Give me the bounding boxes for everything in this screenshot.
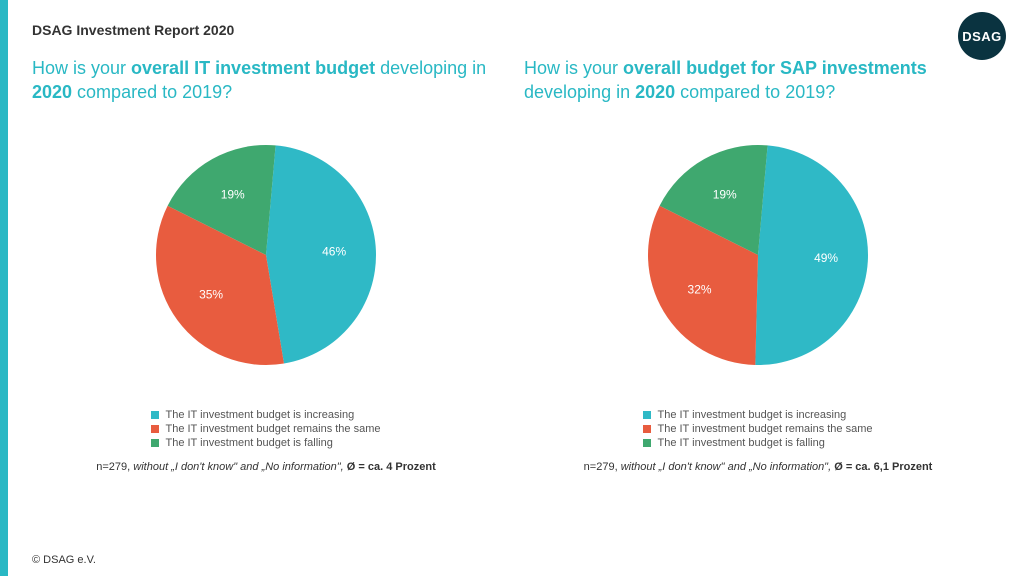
legend-swatch [643, 439, 651, 447]
charts-row: How is your overall IT investment budget… [32, 56, 992, 473]
accent-side-stripe [0, 0, 8, 576]
copyright-text: © DSAG e.V. [32, 554, 96, 566]
chart-legend: The IT investment budget is increasing Th… [643, 407, 872, 451]
legend-label: The IT investment budget is falling [657, 437, 824, 449]
legend-label: The IT investment budget is increasing [657, 409, 846, 421]
footnote-italic: without „I don't know" and „No informati… [621, 461, 835, 473]
pie-slice-label: 19% [221, 187, 245, 201]
chart-title: How is your overall IT investment budget… [32, 56, 500, 105]
legend-label: The IT investment budget remains the sam… [657, 423, 872, 435]
pie-slice-label: 35% [199, 287, 223, 301]
pie-chart: 49% 32% 19% [524, 115, 992, 395]
title-bold: 2020 [32, 82, 72, 102]
legend-swatch [151, 439, 159, 447]
chart-title: How is your overall budget for SAP inves… [524, 56, 992, 105]
legend-item: The IT investment budget is increasing [643, 409, 872, 421]
chart-legend: The IT investment budget is increasing Th… [151, 407, 380, 451]
legend-swatch [643, 425, 651, 433]
legend-label: The IT investment budget remains the sam… [165, 423, 380, 435]
legend-item: The IT investment budget remains the sam… [643, 423, 872, 435]
footnote-bold: Ø = ca. 6,1 Prozent [834, 461, 932, 473]
legend-swatch [151, 425, 159, 433]
logo-text: DSAG [962, 29, 1002, 44]
pie-slice [266, 145, 376, 363]
title-text: developing in [524, 82, 635, 102]
pie-slice-label: 49% [814, 251, 838, 265]
chart-column: How is your overall IT investment budget… [32, 56, 500, 473]
pie-slice-label: 19% [713, 187, 737, 201]
title-bold: 2020 [635, 82, 675, 102]
title-text: How is your [32, 58, 131, 78]
legend-item: The IT investment budget is falling [643, 437, 872, 449]
pie-slice-label: 46% [322, 244, 346, 258]
title-text: compared to 2019? [72, 82, 232, 102]
footnote-text: n=279, [96, 461, 133, 473]
legend-item: The IT investment budget is falling [151, 437, 380, 449]
title-bold: overall budget for SAP investments [623, 58, 927, 78]
title-bold: overall IT investment budget [131, 58, 375, 78]
title-text: compared to 2019? [675, 82, 835, 102]
chart-footnote: n=279, without „I don't know" and „No in… [32, 461, 500, 473]
legend-swatch [151, 411, 159, 419]
legend-label: The IT investment budget is falling [165, 437, 332, 449]
title-text: developing in [375, 58, 486, 78]
legend-item: The IT investment budget is increasing [151, 409, 380, 421]
pie-slice-label: 32% [688, 282, 712, 296]
chart-column: How is your overall budget for SAP inves… [524, 56, 992, 473]
dsag-logo: DSAG [958, 12, 1006, 60]
legend-item: The IT investment budget remains the sam… [151, 423, 380, 435]
footnote-bold: Ø = ca. 4 Prozent [347, 461, 436, 473]
legend-label: The IT investment budget is increasing [165, 409, 354, 421]
footnote-italic: without „I don't know" and „No informati… [133, 461, 347, 473]
pie-slice [755, 145, 868, 365]
pie-chart: 46% 35% 19% [32, 115, 500, 395]
legend-swatch [643, 411, 651, 419]
chart-footnote: n=279, without „I don't know" and „No in… [524, 461, 992, 473]
title-text: How is your [524, 58, 623, 78]
footnote-text: n=279, [584, 461, 621, 473]
report-title: DSAG Investment Report 2020 [32, 22, 234, 38]
